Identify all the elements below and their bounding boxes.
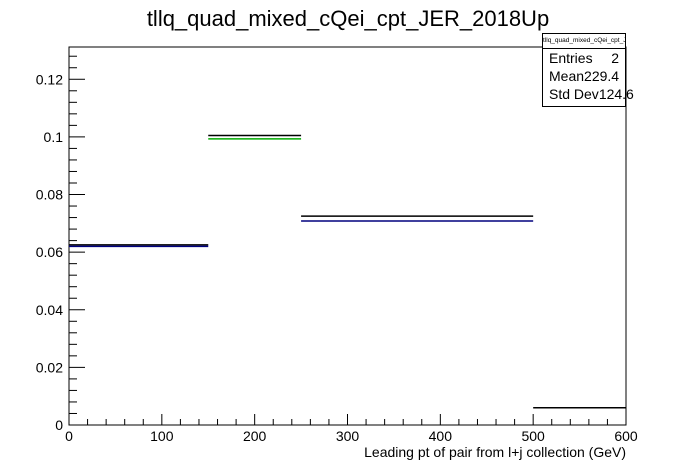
stats-stddev-label: Std Dev — [549, 86, 599, 102]
x-tick-label: 400 — [429, 428, 453, 444]
x-tick-label: 0 — [65, 428, 73, 444]
x-tick-label: 300 — [336, 428, 360, 444]
y-tick-label: 0.08 — [36, 187, 63, 203]
stats-box-title: tllq_quad_mixed_cQei_cpt_JER_2018Up — [543, 34, 625, 49]
stats-mean-value: 229.4 — [584, 68, 620, 84]
axes: 0 100 200 300 400 500 600 0 0.02 0.04 0.06 0.08 0.1 0… — [36, 55, 638, 444]
stats-row-entries: Entries 2 — [543, 49, 625, 67]
y-tick-label: 0 — [55, 417, 63, 433]
stats-mean-label: Mean — [549, 68, 585, 84]
y-tick-label: 0.1 — [44, 129, 64, 145]
x-tick-label: 600 — [614, 428, 638, 444]
x-tick-label: 100 — [150, 428, 174, 444]
y-tick-label: 0.04 — [36, 302, 63, 318]
x-axis-label: Leading pt of pair from l+j collection (… — [364, 444, 626, 460]
chart-title: tllq_quad_mixed_cQei_cpt_JER_2018Up — [147, 6, 549, 31]
x-tick-label: 500 — [521, 428, 545, 444]
x-tick-label: 200 — [243, 428, 267, 444]
stats-entries-label: Entries — [549, 50, 593, 66]
stats-entries-value: 2 — [611, 50, 619, 66]
histogram-series — [69, 134, 626, 409]
stats-row-stddev: Std Dev 124.6 — [543, 85, 634, 103]
y-tick-label: 0.12 — [36, 71, 63, 87]
y-tick-label: 0.06 — [36, 244, 63, 260]
stats-stddev-value: 124.6 — [598, 86, 634, 102]
stats-row-mean: Mean 229.4 — [543, 67, 625, 85]
y-tick-label: 0.02 — [36, 359, 63, 375]
stats-box: tllq_quad_mixed_cQei_cpt_JER_2018Up Entr… — [542, 33, 634, 107]
